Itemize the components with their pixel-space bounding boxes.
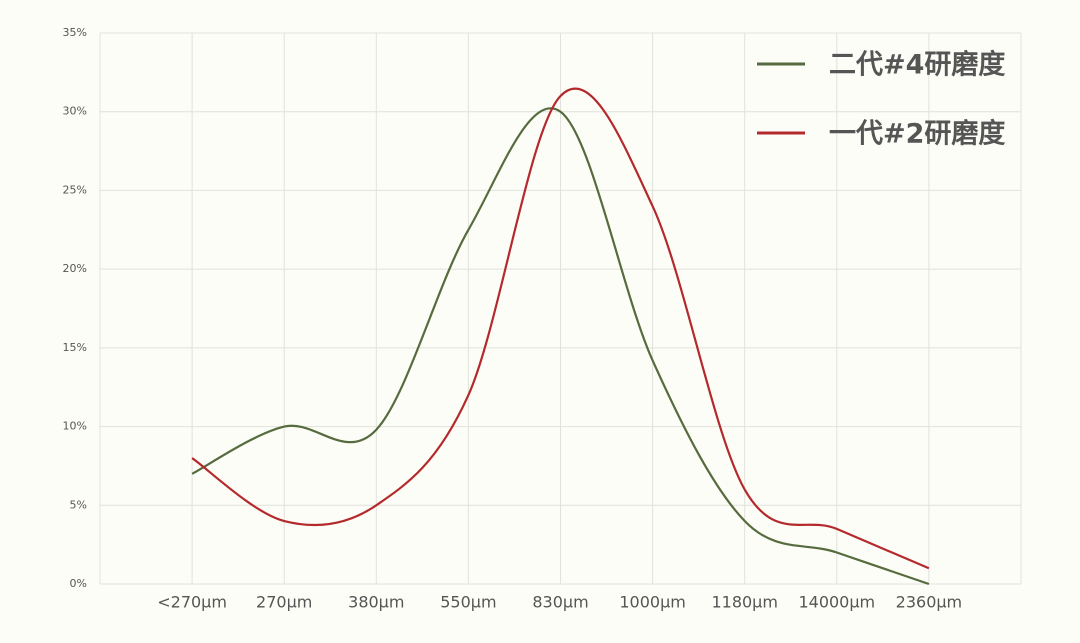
x-tick-label: <270μm [157,593,227,612]
x-tick-label: 1180μm [711,593,777,612]
series-line [191,107,930,586]
x-tick-label: 1000μm [619,593,685,612]
y-tick-label: 20% [63,262,87,275]
x-tick-label: 14000μm [798,593,875,612]
x-tick-label: 830μm [532,593,588,612]
y-tick-label: 10% [63,420,87,433]
y-tick-label: 5% [70,498,87,511]
x-tick-label: 270μm [256,593,312,612]
y-tick-label: 0% [70,577,87,590]
x-tick-label: 2360μm [896,593,962,612]
x-tick-label: 550μm [440,593,496,612]
y-tick-label: 35% [63,26,87,39]
y-tick-label: 25% [63,183,87,196]
series-line [191,87,930,570]
y-tick-label: 15% [63,341,87,354]
y-tick-label: 30% [63,105,87,118]
x-tick-label: 380μm [348,593,404,612]
legend-label: 二代#4研磨度 [829,49,1005,81]
legend-label: 一代#2研磨度 [829,118,1005,150]
